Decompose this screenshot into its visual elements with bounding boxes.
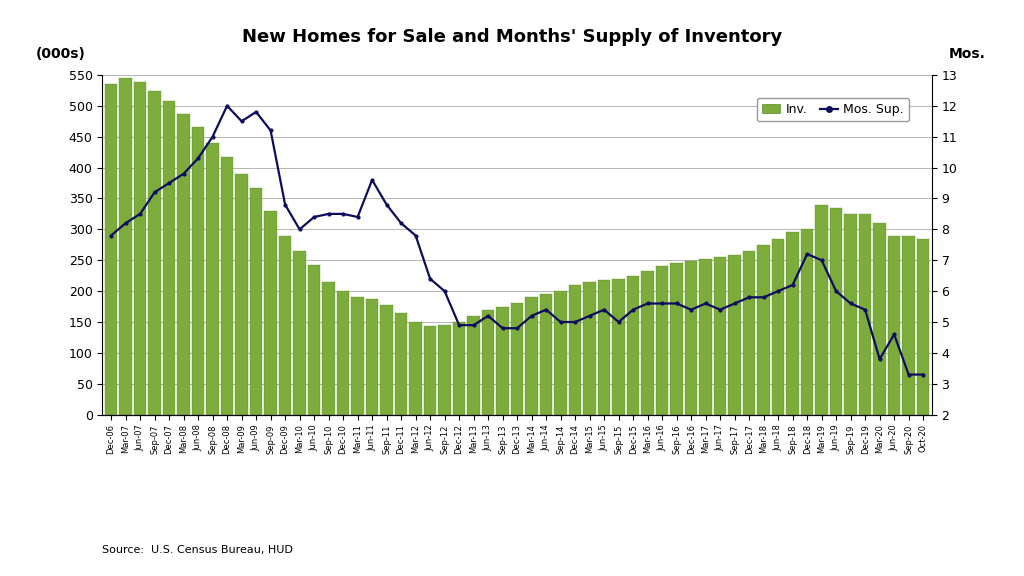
Bar: [497, 306, 509, 415]
Bar: [337, 291, 349, 415]
Bar: [264, 211, 276, 415]
Bar: [438, 325, 451, 415]
Bar: [815, 204, 827, 415]
Bar: [395, 313, 408, 415]
Bar: [221, 157, 233, 415]
Bar: [250, 188, 262, 415]
Bar: [714, 257, 726, 415]
Bar: [294, 251, 306, 415]
Bar: [120, 78, 132, 415]
Bar: [902, 236, 914, 415]
Bar: [453, 322, 465, 415]
Text: Source:  U.S. Census Bureau, HUD: Source: U.S. Census Bureau, HUD: [102, 545, 293, 555]
Bar: [685, 262, 697, 415]
Bar: [323, 282, 335, 415]
Bar: [424, 327, 436, 415]
Bar: [410, 322, 422, 415]
Bar: [554, 291, 567, 415]
Bar: [873, 223, 886, 415]
Bar: [104, 84, 118, 415]
Bar: [830, 208, 843, 415]
Text: Mos.: Mos.: [949, 47, 986, 61]
Bar: [351, 297, 364, 415]
Bar: [859, 214, 871, 415]
Bar: [671, 263, 683, 415]
Bar: [786, 233, 799, 415]
Bar: [177, 114, 189, 415]
Bar: [467, 316, 480, 415]
Legend: Inv., Mos. Sup.: Inv., Mos. Sup.: [757, 98, 909, 121]
Bar: [699, 259, 712, 415]
Bar: [191, 127, 204, 415]
Bar: [525, 297, 538, 415]
Bar: [916, 238, 930, 415]
Bar: [845, 214, 857, 415]
Bar: [279, 236, 291, 415]
Bar: [641, 271, 653, 415]
Bar: [134, 82, 146, 415]
Bar: [772, 238, 784, 415]
Bar: [163, 101, 175, 415]
Bar: [801, 229, 813, 415]
Bar: [366, 298, 378, 415]
Bar: [656, 267, 669, 415]
Bar: [598, 280, 610, 415]
Bar: [888, 236, 900, 415]
Bar: [148, 91, 161, 415]
Text: (000s): (000s): [36, 47, 86, 61]
Bar: [758, 245, 770, 415]
Bar: [612, 279, 625, 415]
Bar: [381, 305, 393, 415]
Bar: [207, 143, 219, 415]
Bar: [584, 282, 596, 415]
Bar: [308, 264, 321, 415]
Text: New Homes for Sale and Months' Supply of Inventory: New Homes for Sale and Months' Supply of…: [242, 28, 782, 46]
Bar: [540, 294, 552, 415]
Bar: [236, 174, 248, 415]
Bar: [743, 251, 756, 415]
Bar: [569, 285, 582, 415]
Bar: [511, 304, 523, 415]
Bar: [627, 276, 639, 415]
Bar: [482, 310, 495, 415]
Bar: [728, 255, 740, 415]
